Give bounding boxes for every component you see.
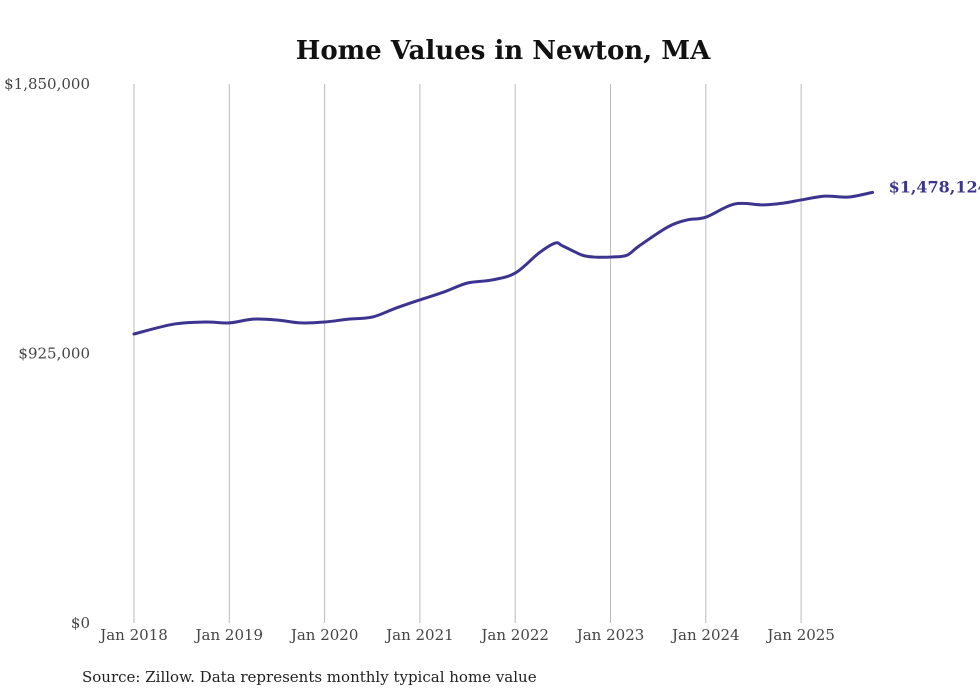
x-tick-label: Jan 2025 [765,626,835,644]
y-tick-label: $925,000 [18,345,90,363]
x-tick-label: Jan 2022 [479,626,549,644]
x-tick-label: Jan 2021 [384,626,454,644]
y-tick-label: $1,850,000 [4,75,90,93]
end-value-label: $1,478,124 [889,177,980,196]
x-tick-label: Jan 2019 [194,626,264,644]
x-tick-label: Jan 2024 [670,626,740,644]
x-tick-label: Jan 2018 [98,626,168,644]
chart-title: Home Values in Newton, MA [296,36,711,66]
x-tick-label: Jan 2020 [289,626,359,644]
source-note: Source: Zillow. Data represents monthly … [82,668,537,686]
x-tick-label: Jan 2023 [575,626,645,644]
series-line [132,190,875,336]
y-tick-label: $0 [71,614,90,632]
